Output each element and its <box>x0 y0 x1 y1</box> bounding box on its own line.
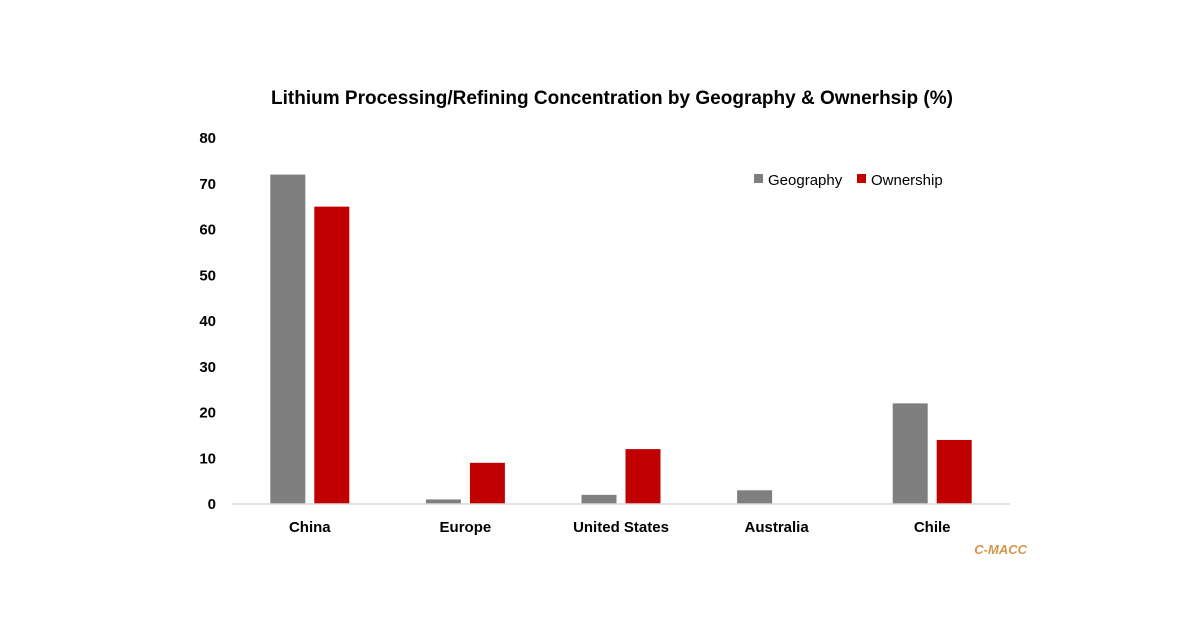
bar-geography <box>737 490 773 504</box>
bar-geography <box>581 494 617 504</box>
legend: Geography Ownership <box>754 172 943 189</box>
bar-ownership <box>625 449 661 504</box>
bar-geography <box>270 174 306 504</box>
legend-label-ownership: Ownership <box>871 172 943 189</box>
y-tick-label: 70 <box>199 176 216 193</box>
legend-label-geography: Geography <box>768 172 843 189</box>
bar-ownership <box>936 439 972 504</box>
bars <box>270 174 972 504</box>
bar-geography <box>425 499 461 504</box>
y-tick-label: 40 <box>199 313 216 330</box>
x-tick-label: Australia <box>744 519 809 536</box>
x-tick-label: China <box>289 519 331 536</box>
chart-title: Lithium Processing/Refining Concentratio… <box>271 88 953 109</box>
y-tick-label: 50 <box>199 267 216 284</box>
bar-geography <box>892 403 928 504</box>
bar-ownership <box>314 206 350 504</box>
bar-ownership <box>469 462 505 504</box>
y-tick-label: 30 <box>199 359 216 376</box>
legend-swatch-geography <box>754 174 763 183</box>
y-tick-label: 60 <box>199 222 216 239</box>
x-axis-labels: China Europe United States Australia Chile <box>289 519 951 536</box>
y-tick-label: 20 <box>199 405 216 422</box>
y-tick-label: 0 <box>208 496 216 513</box>
source-label: C-MACC <box>974 542 1027 557</box>
y-tick-label: 80 <box>199 130 216 147</box>
x-tick-label: Chile <box>914 519 951 536</box>
x-tick-label: United States <box>573 519 669 536</box>
x-tick-label: Europe <box>440 519 492 536</box>
legend-swatch-ownership <box>857 174 866 183</box>
y-axis-ticks: 0 10 20 30 40 50 60 70 80 <box>199 130 216 513</box>
y-tick-label: 10 <box>199 450 216 467</box>
